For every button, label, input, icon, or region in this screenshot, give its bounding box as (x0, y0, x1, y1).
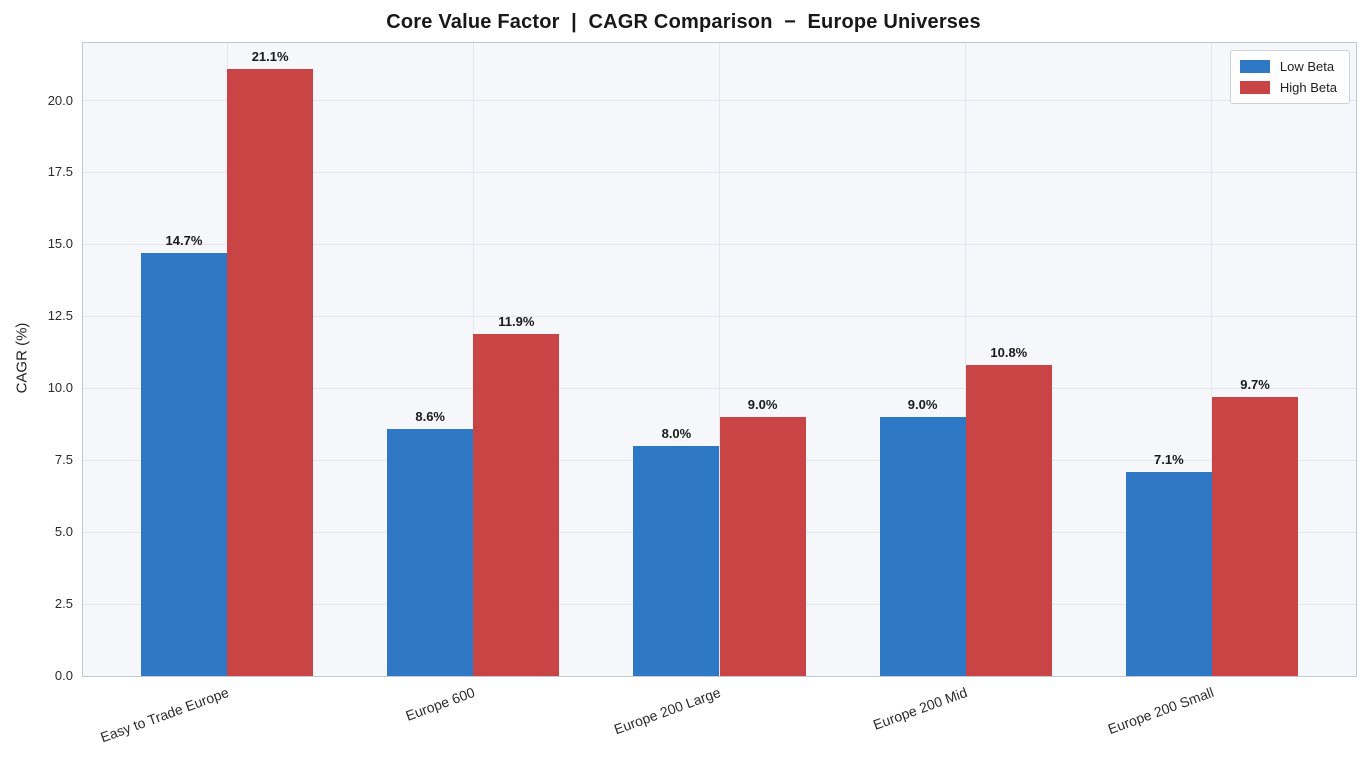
bar-high-beta-europe-200-small (1211, 396, 1299, 676)
bar-low-beta-europe-600 (387, 428, 474, 676)
bar-value-label: 10.8% (990, 345, 1028, 361)
plot-area: Low Beta High Beta 0.0 2.5 5.0 7.5 10.0 12.5 15… (48, 42, 1357, 745)
x-tick-label: Europe 600 (403, 684, 477, 724)
bar-value-label: 11.9% (498, 313, 535, 329)
legend-swatch-icon (1239, 60, 1270, 73)
v-gridline (965, 43, 967, 676)
y-tick-label: 7.5 (54, 452, 73, 468)
bar-value-label: 21.1% (251, 48, 289, 64)
bar-value-label: 9.7% (1240, 376, 1270, 392)
bar-value-label: 8.0% (661, 425, 692, 441)
bar-high-beta-easy-to-trade-europe (227, 68, 314, 676)
y-tick-label: 20.0 (47, 92, 73, 108)
x-tick-label: Europe 200 Small (1105, 684, 1216, 738)
bar-low-beta-easy-to-trade-europe (140, 253, 228, 676)
y-tick-label: 12.5 (47, 308, 73, 324)
x-tick-label: Europe 200 Mid (870, 684, 970, 733)
y-tick-label: 10.0 (47, 380, 73, 396)
y-tick-label: 5.0 (54, 524, 73, 540)
bar-value-label: 9.0% (747, 397, 778, 413)
legend-item-low-beta: Low Beta (1239, 59, 1337, 74)
x-tick-label: Europe 200 Large (612, 684, 723, 738)
bar-value-label: 8.6% (415, 408, 445, 424)
bar-low-beta-europe-200-mid (879, 417, 966, 676)
bar-high-beta-europe-200-mid (965, 365, 1052, 676)
bar-value-label: 7.1% (1154, 451, 1184, 467)
legend-swatch-icon (1239, 81, 1270, 94)
legend: Low Beta High Beta (1229, 50, 1350, 104)
legend-label: High Beta (1279, 80, 1337, 95)
x-tick-label: Easy to Trade Europe (97, 684, 231, 746)
bar-high-beta-europe-200-large (719, 417, 806, 676)
bar-value-label: 9.0% (907, 397, 938, 413)
bar-high-beta-europe-600 (473, 333, 560, 676)
v-gridline (719, 43, 720, 676)
legend-label: Low Beta (1279, 59, 1335, 74)
bar-low-beta-europe-200-small (1125, 471, 1212, 676)
y-tick-label: 17.5 (47, 164, 73, 180)
v-gridline (1211, 43, 1213, 676)
y-tick-label: 0.0 (54, 668, 73, 683)
y-tick-label: 2.5 (54, 596, 73, 612)
legend-item-high-beta: High Beta (1239, 80, 1337, 95)
chart-title: Core Value Factor | CAGR Comparison − Eu… (386, 11, 981, 33)
bar-low-beta-europe-200-large (633, 445, 720, 676)
bar-value-label: 14.7% (165, 233, 203, 249)
y-tick-label: 15.0 (47, 236, 73, 252)
